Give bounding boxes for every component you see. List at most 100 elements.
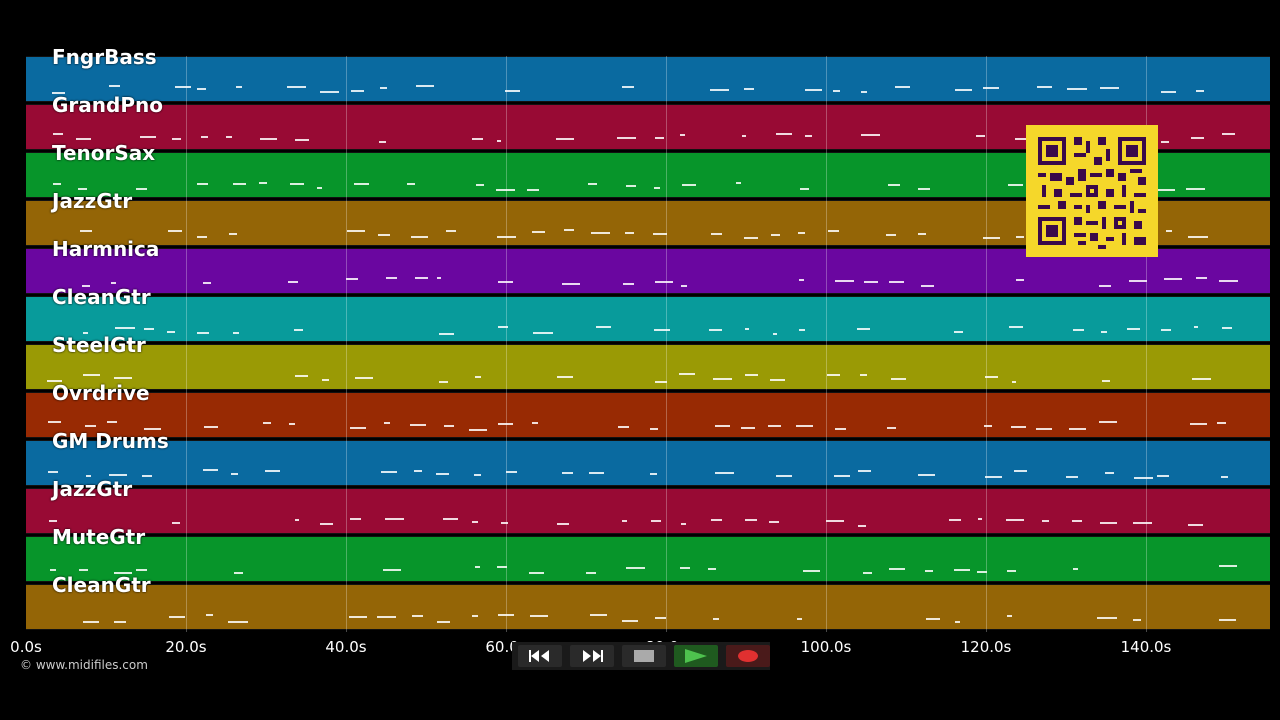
- midi-note: [775, 475, 792, 477]
- midi-note: [556, 376, 573, 378]
- play-button[interactable]: [674, 645, 718, 667]
- midi-note: [650, 428, 659, 430]
- midi-note: [556, 138, 575, 140]
- midi-note: [83, 374, 101, 376]
- midi-note: [414, 277, 428, 279]
- midi-note: [113, 621, 126, 623]
- midi-note: [1097, 617, 1118, 619]
- midi-note: [50, 569, 57, 571]
- fast-forward-button[interactable]: [570, 645, 614, 667]
- midi-note: [770, 379, 786, 381]
- midi-note: [921, 285, 935, 287]
- midi-note: [1195, 277, 1207, 279]
- track-lane: [26, 488, 1270, 534]
- track-label: GrandPno: [52, 93, 163, 117]
- track-lane: [26, 56, 1270, 102]
- midi-note: [77, 188, 87, 190]
- midi-note: [891, 378, 907, 380]
- midi-note: [714, 472, 734, 474]
- midi-note: [1191, 137, 1205, 139]
- midi-note: [472, 521, 479, 523]
- midi-note: [436, 621, 450, 623]
- midi-note: [681, 184, 696, 186]
- record-button[interactable]: [726, 645, 770, 667]
- midi-note: [1015, 279, 1024, 281]
- midi-note: [1165, 230, 1172, 232]
- midi-note: [678, 373, 695, 375]
- midi-note: [1041, 520, 1049, 522]
- midi-note: [1073, 568, 1079, 570]
- midi-note: [889, 568, 906, 570]
- midi-note: [497, 281, 513, 283]
- midi-note: [1193, 326, 1198, 328]
- midi-note: [857, 328, 871, 330]
- midi-note: [953, 331, 963, 333]
- midi-note: [622, 520, 628, 522]
- midi-note: [139, 136, 156, 138]
- midi-note: [887, 427, 897, 429]
- midi-note: [144, 428, 162, 430]
- midi-note: [383, 422, 390, 424]
- midi-note: [954, 621, 960, 623]
- midi-note: [228, 621, 248, 623]
- midi-note: [531, 422, 538, 424]
- rewind-button[interactable]: [518, 645, 562, 667]
- midi-note: [354, 377, 373, 379]
- midi-note: [234, 572, 244, 574]
- midi-note: [925, 618, 940, 620]
- midi-note: [528, 572, 544, 574]
- midi-note: [680, 523, 686, 525]
- midi-note: [1006, 615, 1012, 617]
- midi-note: [203, 282, 212, 284]
- midi-note: [52, 133, 63, 135]
- midi-note: [1133, 619, 1142, 621]
- time-gridline: [506, 56, 507, 632]
- midi-note: [859, 374, 867, 376]
- midi-note: [233, 183, 247, 185]
- midi-note: [141, 475, 152, 477]
- midi-note: [1014, 470, 1028, 472]
- midi-note: [954, 569, 971, 571]
- midi-note: [858, 470, 872, 472]
- midi-note: [983, 425, 992, 427]
- midi-note: [498, 326, 509, 328]
- midi-note: [653, 233, 668, 235]
- midi-note: [436, 473, 450, 475]
- midi-note: [203, 469, 219, 471]
- midi-note: [174, 86, 191, 88]
- track-label: FngrBass: [52, 45, 157, 69]
- midi-note: [500, 522, 508, 524]
- midi-note: [1010, 426, 1026, 428]
- midi-note: [1066, 476, 1079, 478]
- midi-note: [320, 523, 334, 525]
- stop-button[interactable]: [622, 645, 666, 667]
- midi-note: [200, 136, 208, 138]
- midi-note: [109, 474, 128, 476]
- midi-note: [445, 230, 456, 232]
- midi-note: [1007, 184, 1023, 186]
- midi-note: [260, 138, 278, 140]
- midi-note: [347, 230, 366, 232]
- time-tick-label: 0.0s: [10, 638, 42, 656]
- midi-note: [527, 189, 540, 191]
- midi-note: [295, 519, 300, 521]
- midi-note: [78, 569, 88, 571]
- track-label: Harmnica: [52, 237, 160, 261]
- midi-note: [827, 230, 839, 232]
- midi-note: [83, 621, 100, 623]
- midi-note: [232, 332, 239, 334]
- midi-note: [497, 236, 517, 238]
- qr-code-icon: [1026, 125, 1158, 257]
- midi-note: [413, 470, 422, 472]
- track-label: Ovrdrive: [52, 381, 150, 405]
- midi-note: [108, 85, 120, 87]
- midi-note: [287, 281, 298, 283]
- midi-note: [1099, 87, 1119, 89]
- stop-icon: [634, 650, 654, 662]
- midi-note: [471, 138, 483, 140]
- track-label: CleanGtr: [52, 573, 151, 597]
- midi-note: [497, 140, 502, 142]
- midi-note: [1014, 138, 1034, 140]
- midi-note: [1160, 329, 1171, 331]
- midi-note: [167, 331, 176, 333]
